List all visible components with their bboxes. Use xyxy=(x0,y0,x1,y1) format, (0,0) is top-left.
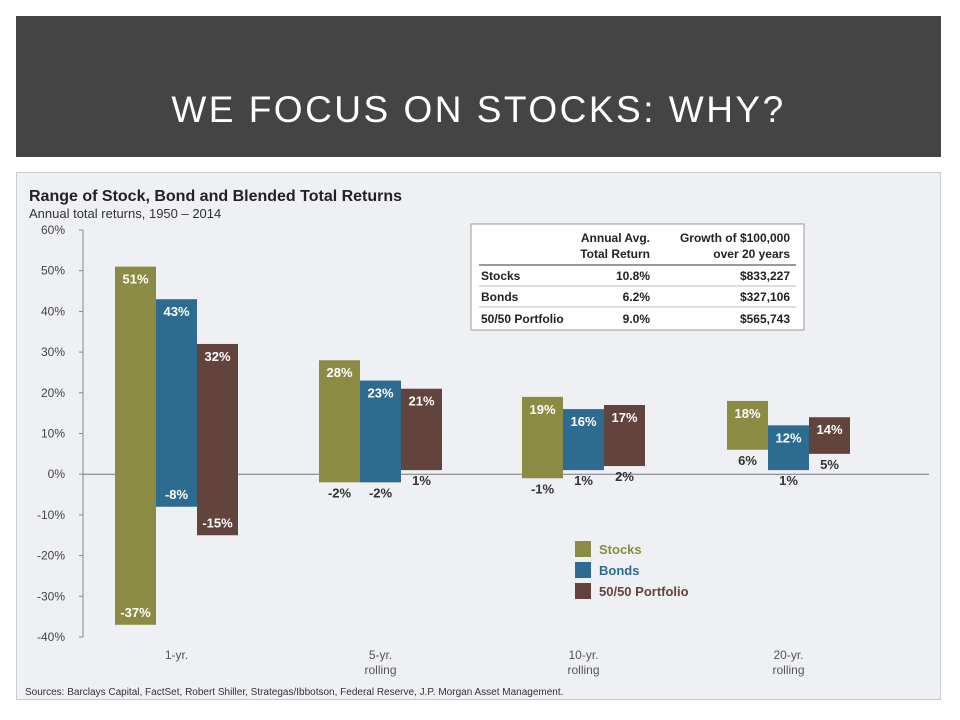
returns-chart: Range of Stock, Bond and Blended Total R… xyxy=(25,188,929,698)
category-label: 10-yr. xyxy=(568,648,598,662)
bar-label-high: 21% xyxy=(408,394,434,409)
legend-swatch-bonds xyxy=(575,562,591,578)
bar-label-high: 17% xyxy=(611,410,637,425)
bar-label-high: 32% xyxy=(204,349,230,364)
bar-stocks-1 xyxy=(115,266,156,625)
bar-label-low: -2% xyxy=(369,485,393,500)
chart-subtitle: Annual total returns, 1950 – 2014 xyxy=(29,206,221,221)
y-tick-label: 10% xyxy=(41,427,65,441)
bar-stocks-2 xyxy=(319,360,360,483)
bar-label-high: 43% xyxy=(163,304,189,319)
table-header-growth-1: Growth of $100,000 xyxy=(680,231,790,245)
bar-label-low: -2% xyxy=(328,485,352,500)
bar-label-high: 16% xyxy=(570,414,596,429)
y-tick-label: -20% xyxy=(37,549,65,563)
bar-portfolio-2 xyxy=(401,388,442,471)
y-tick-label: 0% xyxy=(48,467,66,481)
bar-label-low: 1% xyxy=(574,473,593,488)
legend-swatch-stocks xyxy=(575,541,591,557)
y-tick-label: -40% xyxy=(37,630,65,644)
bar-bonds-3 xyxy=(563,409,604,471)
table-row-portfolio-return: 9.0% xyxy=(623,312,651,326)
bar-label-high: 14% xyxy=(816,422,842,437)
category-labels: 1-yr. 5-yr.rolling10-yr.rolling20-yr.roll… xyxy=(165,648,805,677)
table-row-portfolio-name: 50/50 Portfolio xyxy=(481,312,564,326)
title-banner: WE FOCUS ON STOCKS: WHY? xyxy=(16,16,941,157)
bar-label-high: 19% xyxy=(529,402,555,417)
legend-label-bonds: Bonds xyxy=(599,563,639,578)
y-tick-label: 60% xyxy=(41,223,65,237)
bar-label-low: 2% xyxy=(615,469,634,484)
bar-stocks-4 xyxy=(727,400,768,450)
bar-label-low: -8% xyxy=(165,487,189,502)
bar-label-low: 1% xyxy=(412,473,431,488)
bar-label-high: 12% xyxy=(775,430,801,445)
table-header-return-1: Annual Avg. xyxy=(581,231,650,245)
category-label-line2: rolling xyxy=(364,663,396,677)
bar-portfolio-1 xyxy=(197,343,238,536)
y-tick-label: -10% xyxy=(37,508,65,522)
y-tick-label: 50% xyxy=(41,264,65,278)
category-label: 5-yr. xyxy=(369,648,392,662)
bar-label-low: -37% xyxy=(120,605,151,620)
category-label: 1-yr. xyxy=(165,648,188,662)
table-header-return-2: Total Return xyxy=(580,247,650,261)
bar-portfolio-3 xyxy=(604,405,645,467)
bar-bonds-4 xyxy=(768,425,809,471)
table-row-stocks-return: 10.8% xyxy=(616,269,650,283)
table-row-portfolio-growth: $565,743 xyxy=(740,312,790,326)
category-label-line2: rolling xyxy=(772,663,804,677)
bar-label-high: 18% xyxy=(734,406,760,421)
summary-table: Annual Avg. Total Return Growth of $100,… xyxy=(470,223,805,331)
y-tick-label: 20% xyxy=(41,386,65,400)
table-row-stocks-growth: $833,227 xyxy=(740,269,790,283)
legend-label-stocks: Stocks xyxy=(599,542,642,557)
bar-label-high: 23% xyxy=(367,386,393,401)
table-row-bonds-growth: $327,106 xyxy=(740,290,790,304)
y-tick-label: 30% xyxy=(41,345,65,359)
bar-bonds-2 xyxy=(360,380,401,483)
table-row-bonds-return: 6.2% xyxy=(623,290,651,304)
bar-labels: 51% -37% 43% -8% 32% -15% 28% -2% 23% -2% 21% 1% 19%… xyxy=(120,272,843,620)
table-header-growth-2: over 20 years xyxy=(713,247,790,261)
chart-frame: Range of Stock, Bond and Blended Total R… xyxy=(16,172,941,700)
legend: Stocks Bonds 50/50 Portfolio xyxy=(575,541,689,599)
source-note: Sources: Barclays Capital, FactSet, Robe… xyxy=(25,687,563,698)
category-label-line2: rolling xyxy=(567,663,599,677)
chart-title: Range of Stock, Bond and Blended Total R… xyxy=(29,188,402,205)
bar-label-high: 51% xyxy=(122,272,148,287)
bar-stocks-3 xyxy=(522,396,563,479)
bar-label-low: 5% xyxy=(820,457,839,472)
bars xyxy=(115,266,850,625)
bar-bonds-1 xyxy=(156,299,197,507)
bar-label-low: 1% xyxy=(779,473,798,488)
y-tick-label: 40% xyxy=(41,304,65,318)
bar-label-high: 28% xyxy=(326,365,352,380)
legend-swatch-portfolio xyxy=(575,583,591,599)
table-row-bonds-name: Bonds xyxy=(481,290,519,304)
slide-title: WE FOCUS ON STOCKS: WHY? xyxy=(171,89,786,130)
table-row-stocks-name: Stocks xyxy=(481,269,521,283)
table-box xyxy=(470,223,805,331)
legend-label-portfolio: 50/50 Portfolio xyxy=(599,584,689,599)
bar-label-low: 6% xyxy=(738,453,757,468)
bar-label-low: -1% xyxy=(531,481,555,496)
category-label: 20-yr. xyxy=(773,648,803,662)
bar-portfolio-4 xyxy=(809,417,850,454)
bar-label-low: -15% xyxy=(202,515,233,530)
y-tick-label: -30% xyxy=(37,589,65,603)
